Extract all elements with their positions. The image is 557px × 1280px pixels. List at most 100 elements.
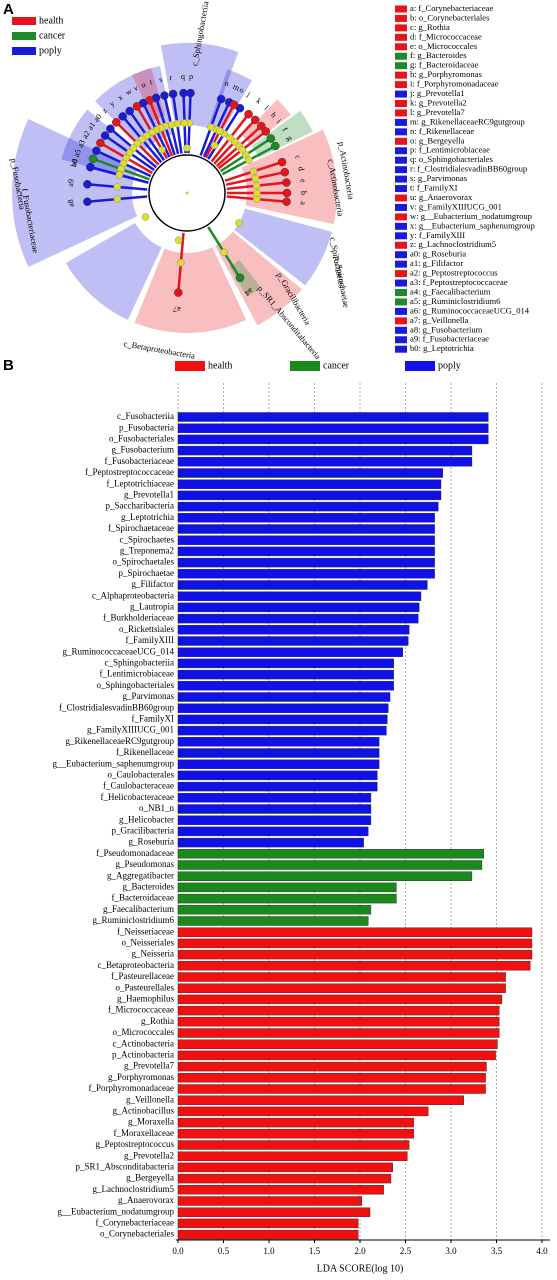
leaf-label: z: g_Lachnoclostridium5 xyxy=(410,239,496,249)
leaf-node xyxy=(282,188,292,198)
y-tick-label: g_Moraxella xyxy=(128,1117,174,1127)
bar xyxy=(177,1129,414,1139)
y-tick-label: f_Leptotrichiaceae xyxy=(107,478,174,488)
y-tick-label: g_Helicobacter xyxy=(119,814,174,824)
bar xyxy=(177,457,473,467)
leaf-label: s: g_Parvimonas xyxy=(410,173,468,183)
bar xyxy=(177,658,394,669)
bar xyxy=(177,703,389,713)
inner-node xyxy=(238,146,246,154)
y-tick-label: g_Rothia xyxy=(141,1016,174,1026)
y-tick-label: c_Alphaproteobacteria xyxy=(92,590,174,600)
leaf-key: a xyxy=(299,201,308,206)
bar xyxy=(177,1005,500,1016)
y-tick-label: p_Spirochaetae xyxy=(119,568,174,578)
leaf-key: u xyxy=(140,80,147,90)
bar xyxy=(177,535,435,545)
leaf-node xyxy=(174,288,183,297)
legend-swatch xyxy=(395,213,407,221)
y-tick-label: c_Actinobacteria xyxy=(113,1038,174,1048)
y-tick-label: g_Haemophilus xyxy=(117,993,174,1003)
clade-shade xyxy=(215,231,302,326)
leaf-node xyxy=(168,89,178,99)
bar xyxy=(177,524,435,534)
legend-swatch xyxy=(405,361,435,371)
leaf-label: m: g_RikenellaceaeRC9gutgroup xyxy=(410,116,525,126)
y-tick-label: o_Pasteurellales xyxy=(116,982,175,992)
y-tick-label: o_Sphingobacteriales xyxy=(97,680,175,690)
legend-swatch xyxy=(395,33,407,41)
leaf-label: r: f_ClostridialesvadinBB60group xyxy=(410,164,527,174)
leaf-key: a0 xyxy=(92,112,104,124)
y-tick-label: g_Parvimonas xyxy=(123,691,175,701)
y-tick-label: g_Prevotella2 xyxy=(124,1150,174,1160)
y-tick-label: g_Treponema2 xyxy=(120,545,174,555)
leaf-node xyxy=(86,162,95,172)
y-tick-label: f_Pasteurellaceae xyxy=(111,971,174,981)
leaf-key: w xyxy=(124,87,134,98)
y-tick-label: g_RuminococcaceaeUCG_014 xyxy=(63,646,175,656)
legend-swatch xyxy=(395,137,407,145)
y-tick-label: g_Pseudomonas xyxy=(116,859,175,869)
leaf-node xyxy=(282,197,291,206)
bar xyxy=(177,513,435,523)
bar xyxy=(177,1106,429,1117)
legend-swatch xyxy=(395,289,407,296)
legend-swatch xyxy=(395,317,407,325)
y-tick-label: o_Spirochaetales xyxy=(113,557,175,567)
y-tick-label: g_Aggregatibacter xyxy=(107,870,174,880)
y-tick-label: f_Helicobacteraceae xyxy=(101,792,174,802)
y-tick-label: g_FamilyXIIIUCG_001 xyxy=(87,725,174,735)
y-tick-label: g_Bergeyella xyxy=(126,1173,174,1183)
y-tick-label: g_Filifactor xyxy=(132,579,175,589)
leaf-key: m xyxy=(232,82,242,93)
bar xyxy=(177,1151,408,1161)
bar xyxy=(177,591,422,601)
leaf-label: g: f_Bacteroidaceae xyxy=(410,60,479,70)
y-tick-label: f_Peptostreptococcaceae xyxy=(85,467,174,477)
y-tick-label: c_Betaproteobacteria xyxy=(98,960,174,970)
bar xyxy=(177,837,364,848)
bar xyxy=(177,961,531,971)
y-tick-label: g_Actinobacillus xyxy=(113,1105,175,1115)
bar xyxy=(177,669,394,680)
leaf-key: q xyxy=(181,72,185,81)
legend-swatch xyxy=(395,175,407,183)
bar xyxy=(177,423,489,433)
inner-node xyxy=(220,248,228,257)
bar xyxy=(177,905,372,915)
bar xyxy=(177,613,419,624)
legend-label: health xyxy=(39,15,63,26)
bar xyxy=(177,580,428,590)
leaf-key: o xyxy=(238,85,246,95)
leaf-label: a3: f_Peptostreptococcaceae xyxy=(410,277,508,287)
legend-swatch xyxy=(175,361,205,371)
x-tick-label: 3.5 xyxy=(491,1246,503,1256)
leaf-label: v: g_FamilyXIIIUCG_001 xyxy=(410,201,502,211)
leaf-key: a6 xyxy=(69,158,80,168)
inner-node xyxy=(251,174,260,183)
leaf-label: f: g_Bacteroides xyxy=(410,50,467,60)
legend-swatch xyxy=(395,52,407,60)
leaf-label: q: o_Sphingobacteriales xyxy=(410,154,493,164)
bar xyxy=(177,1162,393,1173)
bar xyxy=(177,804,372,814)
y-tick-label: g_Leptotrichia xyxy=(121,512,174,522)
legend-swatch xyxy=(12,32,36,40)
y-tick-label: f_Neisseriaceae xyxy=(117,926,174,936)
bar xyxy=(177,636,409,646)
leaf-label: k: g_Prevotella2 xyxy=(410,97,467,107)
y-tick-label: f_FamilyXIII xyxy=(126,635,175,645)
y-tick-label: c_Spirochaetes xyxy=(120,534,175,544)
y-tick-label: p_SR1_Absconditabacteria xyxy=(76,1161,174,1171)
y-tick-label: f_Corynebacteriaceae xyxy=(96,1217,174,1227)
x-tick-label: 2.5 xyxy=(400,1246,412,1256)
bar xyxy=(177,949,533,960)
legend-swatch xyxy=(12,17,36,25)
bar xyxy=(177,1117,414,1128)
y-tick-label: g_Prevotella1 xyxy=(124,489,174,499)
legend-label: cancer xyxy=(39,30,66,41)
legend-swatch xyxy=(395,194,407,202)
leaf-key: z xyxy=(100,106,109,115)
